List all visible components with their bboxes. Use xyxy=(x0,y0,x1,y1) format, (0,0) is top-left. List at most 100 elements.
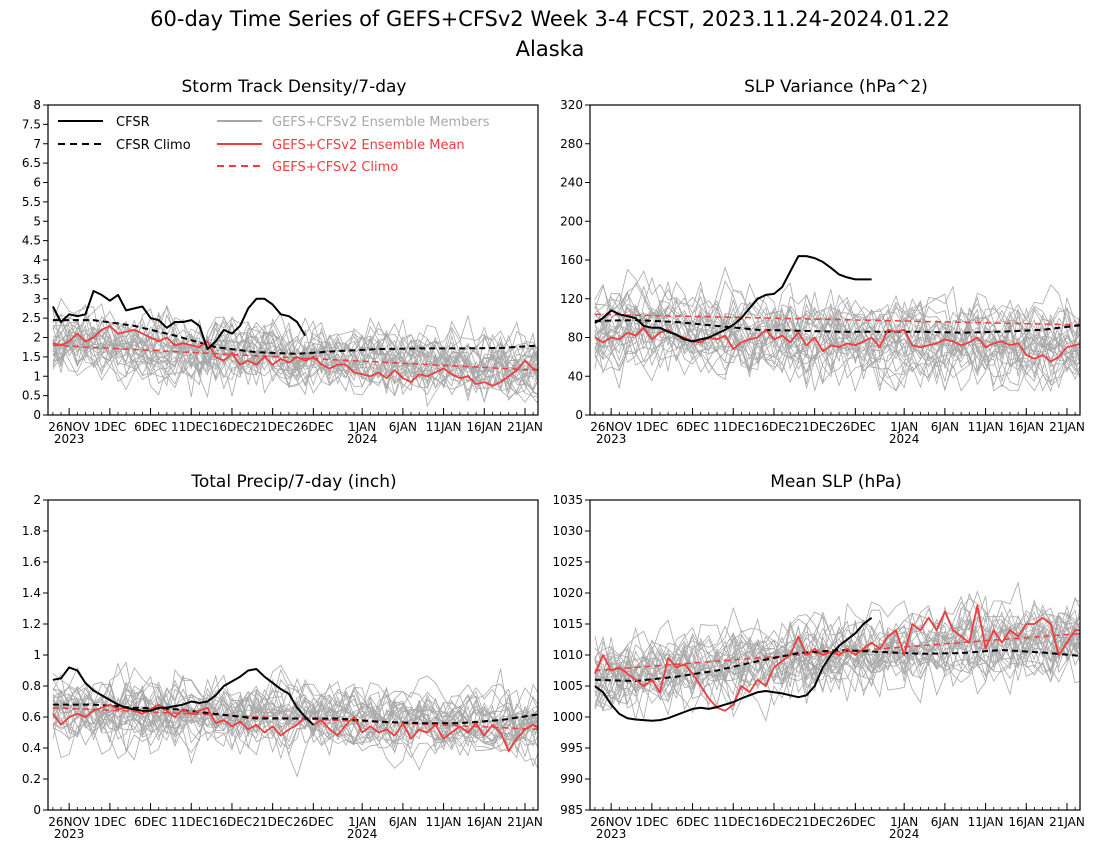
ensemble-member-line xyxy=(594,280,1080,354)
ensemble-member-line xyxy=(594,270,1080,346)
y-tick-label: 1.8 xyxy=(22,524,41,538)
series-cfsr-climo xyxy=(52,319,538,355)
x-tick-label: 16DEC xyxy=(212,420,252,434)
x-tick-label: 1JAN xyxy=(890,815,918,829)
ensemble-member-line xyxy=(52,667,538,739)
x-tick-label: 11DEC xyxy=(171,420,211,434)
figure-title-line1: 60-day Time Series of GEFS+CFSv2 Week 3-… xyxy=(150,7,950,31)
x-tick-label: 11JAN xyxy=(968,420,1004,434)
y-tick-label: 40 xyxy=(568,369,583,383)
y-tick-label: 1.6 xyxy=(22,555,41,569)
y-tick-label: 1015 xyxy=(552,617,583,631)
x-tick-label: 11DEC xyxy=(713,815,753,829)
legend-label-members: GEFS+CFSv2 Ensemble Members xyxy=(272,115,490,130)
ensemble-member-line xyxy=(594,301,1080,392)
ensemble-member-line xyxy=(594,320,1080,392)
ensemble-member-line xyxy=(594,595,1080,683)
x-tick-year-label: 2024 xyxy=(889,432,920,446)
x-tick-label: 26DEC xyxy=(835,420,875,434)
x-tick-label: 6JAN xyxy=(389,815,417,829)
x-tick-label: 26NOV xyxy=(48,420,90,434)
x-tick-label: 21JAN xyxy=(1049,815,1085,829)
panel-title: SLP Variance (hPa^2) xyxy=(744,77,928,97)
y-tick-label: 0.4 xyxy=(22,741,41,755)
ensemble-member-line xyxy=(594,621,1080,712)
series-ensemble-mean xyxy=(52,324,538,387)
y-tick-label: 4.5 xyxy=(22,234,41,248)
x-tick-label: 11JAN xyxy=(968,815,1004,829)
x-tick-label: 11DEC xyxy=(713,420,753,434)
x-tick-label: 26DEC xyxy=(293,815,333,829)
panel-slp-variance: SLP Variance (hPa^2) 0 40 80 120 160 200 240 28… xyxy=(560,77,1085,446)
series-gefs-climo xyxy=(594,313,1080,326)
y-tick-label: 1 xyxy=(33,369,41,383)
x-tick-label: 6DEC xyxy=(676,815,709,829)
ensemble-member-line xyxy=(52,319,538,381)
x-tick-label: 16DEC xyxy=(754,420,794,434)
x-tick-year-label: 2024 xyxy=(889,827,920,841)
y-tick-label: 280 xyxy=(560,137,583,151)
legend-label-gefs-climo: GEFS+CFSv2 Climo xyxy=(272,160,398,175)
x-tick-label: 21DEC xyxy=(252,815,292,829)
x-tick-year-label: 2023 xyxy=(54,827,85,841)
y-tick-label: 2.5 xyxy=(22,311,41,325)
y-tick-label: 1 xyxy=(33,648,41,662)
plot-area-mean-slp: 985 990 995 1000 1005 1010 1015 1020 1025 1030 103… xyxy=(552,493,1084,841)
y-tick-label: 5.5 xyxy=(22,195,41,209)
x-tick-label: 11JAN xyxy=(426,420,462,434)
y-tick-label: 320 xyxy=(560,98,583,112)
y-tick-label: 0.8 xyxy=(22,679,41,693)
x-tick-label: 1DEC xyxy=(635,815,668,829)
series-ensemble-mean xyxy=(594,604,1080,712)
legend-label-ens-mean: GEFS+CFSv2 Ensemble Mean xyxy=(272,138,465,153)
y-tick-label: 2 xyxy=(33,331,41,345)
ensemble-member-line xyxy=(594,628,1080,718)
ensemble-members xyxy=(52,661,538,778)
y-tick-label: 80 xyxy=(568,331,583,345)
x-tick-label: 11JAN xyxy=(426,815,462,829)
x-tick-label: 21JAN xyxy=(1049,420,1085,434)
series-cfsr xyxy=(52,666,314,726)
x-tick-label: 11DEC xyxy=(171,815,211,829)
y-tick-label: 1035 xyxy=(552,493,583,507)
series-cfsr xyxy=(52,290,307,351)
ensemble-member-line xyxy=(52,661,538,735)
ensemble-member-line xyxy=(594,609,1080,684)
x-tick-label: 16JAN xyxy=(1008,420,1044,434)
ensemble-member-line xyxy=(52,314,538,396)
panel-title: Mean SLP (hPa) xyxy=(770,472,902,492)
y-tick-label: 0 xyxy=(33,803,41,817)
series-cfsr-climo xyxy=(594,649,1080,682)
x-tick-label: 6DEC xyxy=(676,420,709,434)
x-tick-label: 6DEC xyxy=(134,815,167,829)
y-tick-label: 1005 xyxy=(552,679,583,693)
y-tick-label: 1000 xyxy=(552,710,583,724)
y-tick-label: 3 xyxy=(33,292,41,306)
ensemble-member-line xyxy=(594,307,1080,393)
x-tick-label: 1DEC xyxy=(93,815,126,829)
ensemble-member-line xyxy=(52,321,538,405)
x-tick-label: 1JAN xyxy=(890,420,918,434)
x-tick-label: 26DEC xyxy=(835,815,875,829)
x-tick-label: 6DEC xyxy=(134,420,167,434)
x-tick-label: 26NOV xyxy=(48,815,90,829)
legend-label-cfsr-climo: CFSR Climo xyxy=(116,138,191,153)
figure-title-line2: Alaska xyxy=(516,37,585,61)
ensemble-member-line xyxy=(594,614,1080,684)
y-tick-label: 7 xyxy=(33,137,41,151)
series-cfsr-climo xyxy=(52,703,538,725)
ensemble-member-line xyxy=(52,681,538,735)
y-tick-label: 1.5 xyxy=(22,350,41,364)
y-tick-label: 5 xyxy=(33,214,41,228)
ensemble-member-line xyxy=(52,696,538,771)
ensemble-member-line xyxy=(52,320,538,373)
y-tick-label: 1.4 xyxy=(22,586,41,600)
ensemble-member-line xyxy=(52,678,538,738)
plot-area-storm-track-density: 00.511.522.533.544.555.566.577.5826NOV20… xyxy=(22,98,543,446)
ensemble-member-line xyxy=(52,686,538,760)
x-tick-label: 26DEC xyxy=(293,420,333,434)
x-tick-label: 26NOV xyxy=(590,420,632,434)
legend-label-cfsr: CFSR xyxy=(116,115,150,130)
y-tick-label: 0.2 xyxy=(22,772,41,786)
